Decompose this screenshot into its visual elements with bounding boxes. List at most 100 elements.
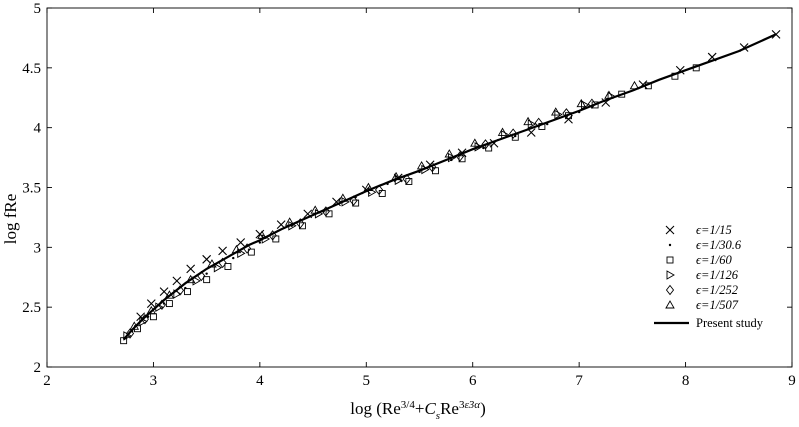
y-tick-label: 3 xyxy=(34,240,42,256)
y-tick-label: 2.5 xyxy=(22,300,41,316)
data-point xyxy=(550,107,561,116)
plot-frame xyxy=(46,7,793,368)
data-point xyxy=(458,155,466,163)
y-tick-label: 5 xyxy=(34,1,42,17)
data-point xyxy=(237,248,246,259)
legend-swatch xyxy=(668,243,672,247)
data-point xyxy=(444,149,455,158)
data-point xyxy=(159,287,169,296)
data-point xyxy=(534,117,543,129)
data-point xyxy=(125,328,135,339)
x-axis-label-part: C xyxy=(424,399,436,418)
data-point xyxy=(165,300,173,308)
data-point xyxy=(146,299,156,308)
legend-item: ϵ=1/252 xyxy=(665,283,738,297)
series-1 xyxy=(130,110,581,333)
x-axis-label-part: s xyxy=(436,410,440,422)
legend: ϵ=1/15ϵ=1/30.6ϵ=1/60ϵ=1/126ϵ=1/252ϵ=1/50… xyxy=(654,223,764,330)
y-tick-label: 2 xyxy=(34,360,42,376)
x-axis-label: log (Re3/4+CsRe3ε3α) xyxy=(350,399,486,422)
series-2 xyxy=(120,64,700,345)
x-axis-label-part: 3α xyxy=(468,399,481,411)
data-point xyxy=(218,246,227,256)
x-tick-label: 5 xyxy=(363,373,371,389)
x-axis-label-part: log (Re xyxy=(350,399,401,418)
data-point xyxy=(298,222,306,230)
x-axis: 2 3 4 5 6 7 8 9 xyxy=(43,8,796,389)
data-point xyxy=(186,264,196,274)
data-point xyxy=(352,199,360,207)
legend-item: ϵ=1/126 xyxy=(666,268,739,282)
data-series xyxy=(120,29,781,345)
legend-item: ϵ=1/15 xyxy=(665,223,732,237)
data-point xyxy=(224,263,232,270)
data-point xyxy=(236,238,246,247)
data-point xyxy=(576,98,587,108)
data-point xyxy=(255,229,265,239)
plot-area xyxy=(46,7,793,368)
data-point xyxy=(140,313,149,325)
data-point xyxy=(497,127,508,136)
y-axis: 2 2.5 3 3.5 4 4.5 5 xyxy=(22,1,792,376)
data-point xyxy=(587,98,596,109)
legend-label: ϵ=1/126 xyxy=(696,268,739,282)
series-0 xyxy=(136,29,781,322)
series-5 xyxy=(129,80,640,330)
x-tick-label: 4 xyxy=(256,373,264,389)
data-point xyxy=(213,262,223,273)
legend-swatch xyxy=(665,284,675,296)
x-axis-label-part: ε xyxy=(464,399,469,411)
legend-item: ϵ=1/30.6 xyxy=(668,238,742,252)
data-point xyxy=(374,184,384,196)
legend-label: ϵ=1/507 xyxy=(696,298,739,312)
legend-item: Present study xyxy=(654,316,764,330)
legend-label: ϵ=1/15 xyxy=(696,223,732,237)
data-point xyxy=(447,152,457,163)
series-4 xyxy=(125,98,596,339)
x-axis-label-part: 3/4 xyxy=(401,399,416,411)
data-point xyxy=(172,276,182,286)
data-point xyxy=(192,276,201,286)
data-point xyxy=(402,173,411,185)
data-point xyxy=(184,288,191,296)
x-tick-label: 3 xyxy=(150,373,158,389)
data-point xyxy=(771,29,781,39)
data-point xyxy=(527,119,537,129)
data-point xyxy=(509,128,518,139)
data-point xyxy=(405,178,413,185)
legend-item: ϵ=1/60 xyxy=(666,253,732,267)
legend-label: ϵ=1/252 xyxy=(696,283,738,297)
series-6 xyxy=(122,33,777,341)
present-study-line xyxy=(122,33,777,341)
legend-label: ϵ=1/60 xyxy=(696,253,732,267)
data-point xyxy=(232,256,235,260)
data-point xyxy=(562,108,571,119)
y-tick-label: 3.5 xyxy=(22,181,41,197)
legend-label: Present study xyxy=(696,316,764,330)
x-axis-label-part: + xyxy=(415,399,425,418)
legend-label: ϵ=1/30.6 xyxy=(696,238,742,252)
x-tick-label: 8 xyxy=(682,373,690,389)
x-axis-label-part: ) xyxy=(480,399,486,418)
y-tick-label: 4 xyxy=(34,121,42,137)
legend-item: ϵ=1/507 xyxy=(665,298,739,312)
data-point xyxy=(149,313,157,321)
x-axis-label-part: Re xyxy=(440,399,459,418)
x-tick-label: 7 xyxy=(575,373,583,389)
data-point xyxy=(202,254,212,264)
data-point xyxy=(349,195,358,206)
x-tick-label: 6 xyxy=(469,373,477,389)
data-point xyxy=(205,272,208,275)
x-tick-label: 9 xyxy=(788,373,796,389)
y-axis-label: log fRe xyxy=(1,194,20,245)
data-point xyxy=(258,241,262,244)
legend-swatch xyxy=(665,300,675,309)
legend-swatch xyxy=(665,225,675,235)
legend-swatch xyxy=(666,270,675,280)
y-tick-label: 4.5 xyxy=(22,61,41,77)
x-axis-label-part: 3 xyxy=(459,399,465,411)
data-point xyxy=(203,276,211,284)
data-point xyxy=(523,116,533,126)
x-tick-label: 2 xyxy=(43,373,51,389)
